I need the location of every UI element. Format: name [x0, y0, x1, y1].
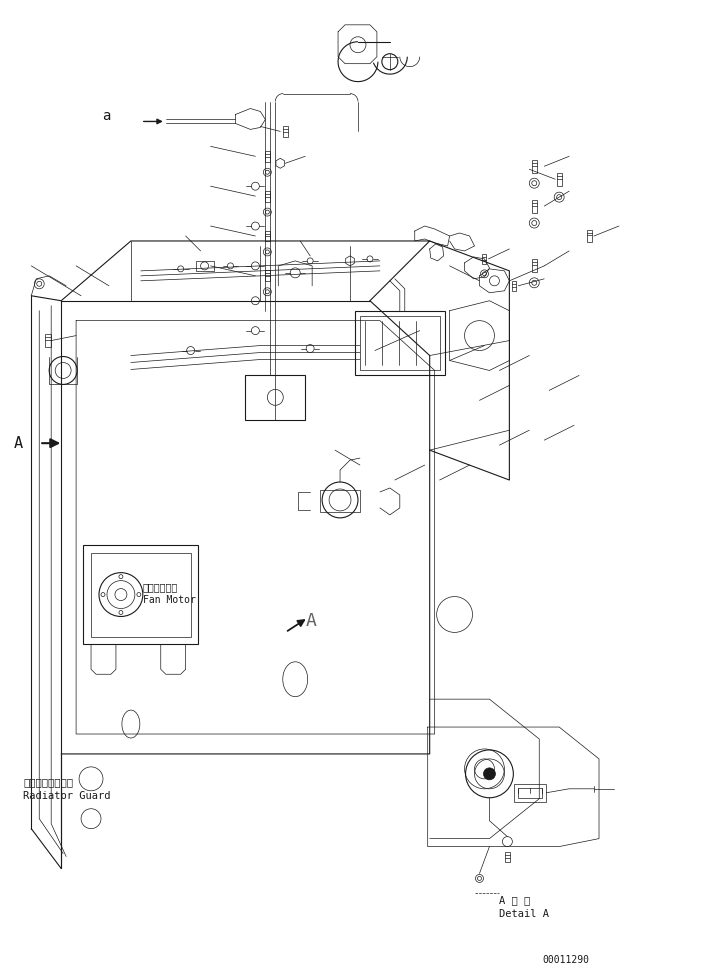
Bar: [265, 230, 270, 241]
Text: a: a: [102, 110, 111, 123]
Bar: [532, 260, 537, 272]
Bar: [360, 316, 439, 370]
Text: Detail A: Detail A: [499, 910, 550, 920]
Text: ラジエータガード: ラジエータガード: [23, 777, 73, 787]
Bar: [482, 254, 486, 263]
Bar: [246, 375, 305, 420]
Bar: [355, 311, 444, 375]
Text: 00011290: 00011290: [542, 955, 589, 965]
Bar: [557, 173, 562, 186]
Bar: [196, 260, 213, 271]
Bar: [91, 553, 191, 638]
Bar: [515, 783, 546, 802]
Bar: [587, 229, 592, 242]
Bar: [532, 199, 537, 213]
Text: A: A: [305, 612, 316, 631]
Circle shape: [484, 768, 496, 780]
Text: Radiator Guard: Radiator Guard: [23, 791, 111, 801]
Text: A 詳 細: A 詳 細: [499, 895, 531, 905]
Bar: [532, 159, 537, 173]
Bar: [265, 270, 270, 281]
Bar: [518, 787, 542, 798]
Bar: [320, 490, 360, 512]
Text: ファンモータ: ファンモータ: [143, 582, 178, 593]
Bar: [83, 544, 197, 644]
Text: Fan Motor: Fan Motor: [143, 595, 196, 605]
Bar: [265, 191, 270, 201]
Bar: [512, 281, 517, 291]
Bar: [283, 126, 288, 137]
Bar: [265, 151, 270, 161]
Bar: [505, 851, 510, 861]
Text: A: A: [13, 435, 22, 451]
Bar: [45, 334, 51, 347]
